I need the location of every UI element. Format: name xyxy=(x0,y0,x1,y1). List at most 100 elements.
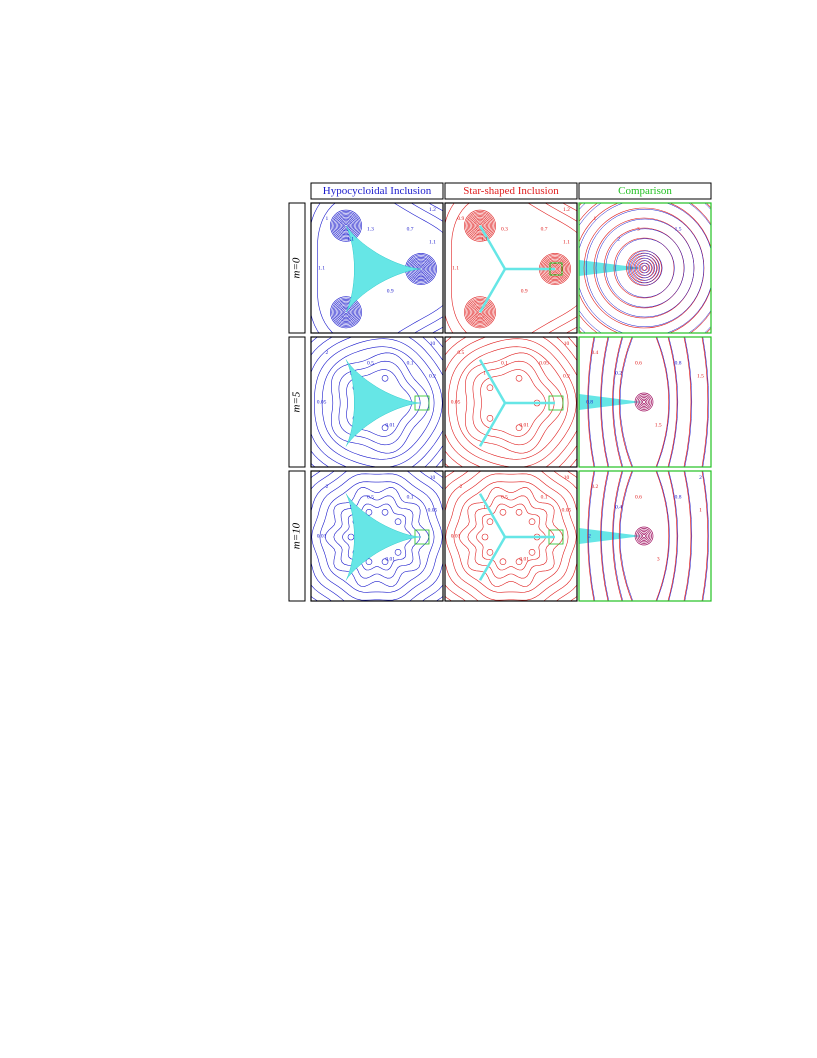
contour xyxy=(311,473,443,601)
contour xyxy=(477,309,483,316)
contour-label: 2 xyxy=(325,350,328,356)
contour-label: 1 xyxy=(483,371,486,377)
contour-label: 0.1 xyxy=(541,494,548,500)
column-header-box xyxy=(310,182,444,200)
contour xyxy=(343,222,349,229)
contour-label: 1.1 xyxy=(481,237,488,243)
inclusion xyxy=(345,493,421,581)
contour-label: 0.5 xyxy=(501,494,508,500)
contour xyxy=(333,300,358,325)
contour xyxy=(343,309,349,316)
contour xyxy=(595,218,695,318)
column-header-box xyxy=(578,182,712,200)
contour-label: 0.3 xyxy=(501,226,508,232)
contour-label: 2 xyxy=(325,484,328,490)
contour xyxy=(344,310,348,314)
contour-label: 2 xyxy=(699,475,702,481)
contour xyxy=(394,548,402,556)
contour-label: 0.2 xyxy=(615,371,622,377)
contour xyxy=(613,237,675,299)
contour xyxy=(634,392,654,412)
contour-label: 10 xyxy=(430,341,436,347)
contour xyxy=(702,337,709,467)
column-header: Comparison xyxy=(618,185,672,197)
contour xyxy=(311,337,443,467)
contour-label: 0.2 xyxy=(563,373,570,379)
contour xyxy=(628,252,660,284)
contour xyxy=(656,337,670,467)
panel xyxy=(311,471,443,601)
contour xyxy=(588,337,596,467)
panel-frame xyxy=(310,202,444,334)
contour xyxy=(587,471,595,601)
contour-label: 1 xyxy=(349,371,352,377)
contour-label: 0.7 xyxy=(541,226,548,232)
contour-label: 1.5 xyxy=(675,226,682,232)
contour-label: 1.2 xyxy=(563,207,570,213)
panel-frame xyxy=(310,336,444,468)
contour xyxy=(445,337,577,467)
contour xyxy=(330,352,430,454)
contour-label: 0.05 xyxy=(451,399,461,405)
contour xyxy=(330,296,362,329)
contour xyxy=(445,473,577,601)
contour xyxy=(475,308,485,317)
contour xyxy=(655,471,670,601)
contour-label: 10 xyxy=(430,475,436,481)
contour xyxy=(381,508,389,516)
contour xyxy=(486,548,494,556)
contour xyxy=(450,203,577,333)
contour xyxy=(481,533,489,541)
contour xyxy=(630,253,660,283)
contour xyxy=(447,338,577,467)
panel-frame xyxy=(578,202,712,334)
contour xyxy=(336,302,356,322)
contour xyxy=(636,394,652,410)
contour xyxy=(480,369,546,437)
panel xyxy=(579,203,711,333)
panel-frame xyxy=(444,470,578,602)
contour xyxy=(336,216,356,236)
contour xyxy=(316,203,443,333)
contour xyxy=(455,346,569,460)
contour xyxy=(618,337,633,467)
contour xyxy=(641,265,647,271)
contour-label: 0.8 xyxy=(675,360,682,366)
contour xyxy=(467,300,492,325)
contour xyxy=(618,471,633,601)
contour xyxy=(601,471,610,601)
column-header: Star-shaped Inclusion xyxy=(463,185,559,197)
contour xyxy=(335,301,357,323)
contour xyxy=(619,471,634,601)
inclusion xyxy=(579,260,642,276)
column-header-box xyxy=(444,182,578,200)
contour-label: 2 xyxy=(617,237,620,243)
contour xyxy=(467,213,492,238)
contour xyxy=(477,222,483,229)
contour-label: 0.01 xyxy=(385,557,395,563)
contour xyxy=(528,548,536,556)
contour-label: 1.3 xyxy=(367,226,374,232)
contour xyxy=(499,508,507,516)
inclusion xyxy=(579,394,642,410)
row-label-box xyxy=(288,336,306,468)
contour xyxy=(499,558,507,566)
contour-label: 0.05 xyxy=(562,507,572,513)
contour-label: 0.1 xyxy=(407,360,414,366)
contour-label: 0.9 xyxy=(457,216,464,222)
contour xyxy=(639,262,651,274)
contour xyxy=(465,297,495,327)
inclusion xyxy=(478,402,507,447)
contour-label: 1.1 xyxy=(452,265,459,271)
contour-label: 0.1 xyxy=(501,360,508,366)
row-label: m=10 xyxy=(291,522,303,549)
contour-label: 1.5 xyxy=(655,423,662,429)
contour xyxy=(331,211,361,241)
contour xyxy=(381,424,389,432)
contour xyxy=(613,471,624,601)
contour xyxy=(515,508,523,516)
contour xyxy=(684,337,693,467)
contour xyxy=(464,352,564,454)
contour xyxy=(639,531,649,541)
contour-label: 0.05 xyxy=(539,360,549,366)
